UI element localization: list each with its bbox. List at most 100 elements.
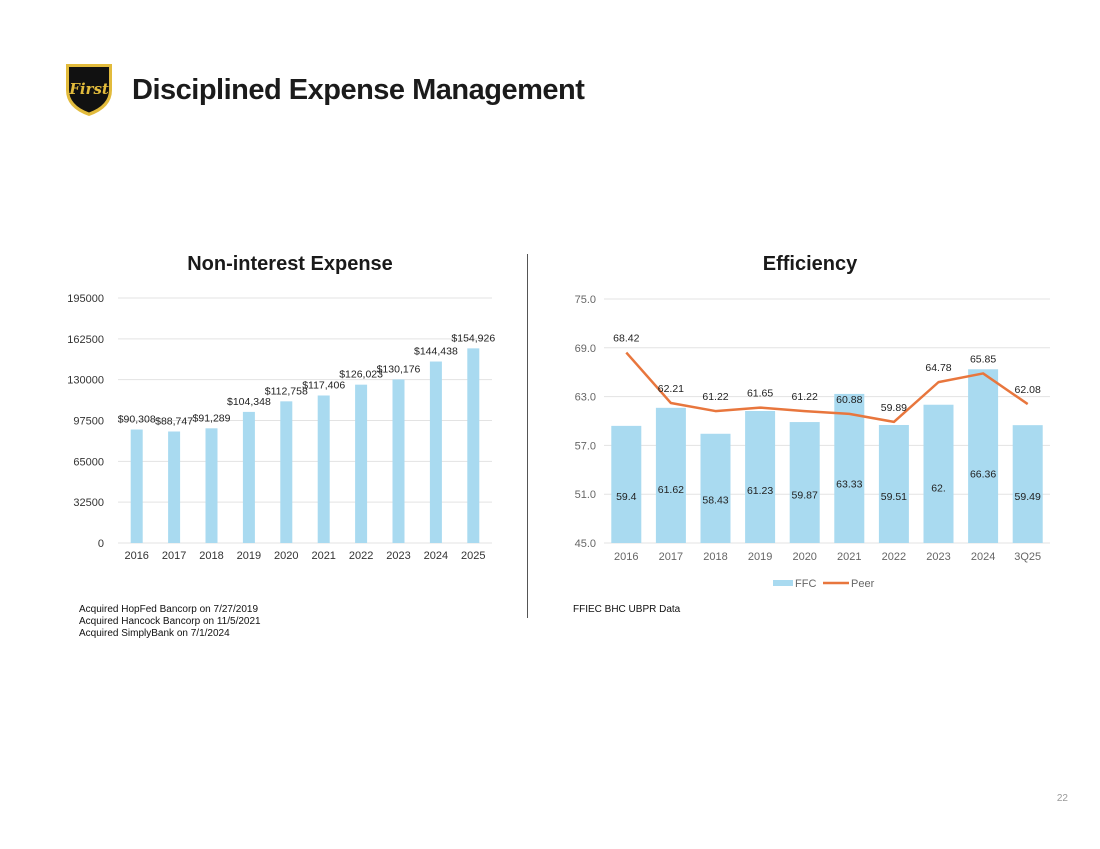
- x-tick-label: 2018: [199, 550, 223, 562]
- y-tick-label: 0: [98, 538, 104, 550]
- peer-data-label: 61.65: [747, 388, 773, 400]
- y-tick-label: 69.0: [575, 343, 596, 355]
- ffc-bar: [1012, 425, 1043, 543]
- ffc-bar: [745, 410, 776, 543]
- legend-label-peer: Peer: [851, 578, 875, 590]
- x-tick-label: 2022: [349, 550, 373, 562]
- expense-bar: [429, 361, 442, 543]
- y-tick-label: 51.0: [575, 489, 596, 501]
- data-label: $104,348: [227, 396, 271, 408]
- expense-bar: [242, 411, 255, 543]
- note-line: Acquired Hancock Bancorp on 11/5/2021: [79, 616, 261, 627]
- x-tick-label: 2018: [703, 551, 727, 563]
- y-tick-label: 45.0: [575, 538, 596, 550]
- chart-divider: [527, 254, 528, 618]
- ffc-bar: [700, 433, 731, 543]
- peer-data-label: 68.42: [613, 333, 639, 345]
- note-line: Acquired HopFed Bancorp on 7/27/2019: [79, 604, 259, 615]
- expense-bar: [467, 348, 480, 543]
- ffc-bar: [611, 425, 642, 543]
- x-tick-label: 2020: [792, 551, 816, 563]
- y-tick-label: 130000: [67, 375, 104, 387]
- y-tick-label: 195000: [67, 293, 104, 305]
- x-tick-label: 2016: [614, 551, 638, 563]
- x-tick-label: 2021: [837, 551, 861, 563]
- y-tick-label: 63.0: [575, 392, 596, 404]
- y-tick-label: 75.0: [575, 294, 596, 306]
- x-tick-label: 2022: [882, 551, 906, 563]
- data-label: $90,308: [118, 414, 156, 426]
- ffc-data-label: 59.4: [616, 491, 637, 503]
- expense-bar: [392, 379, 405, 543]
- y-tick-label: 32500: [73, 497, 104, 509]
- x-tick-label: 2023: [386, 550, 410, 562]
- expense-bar: [168, 431, 181, 543]
- expense-bar: [280, 401, 293, 543]
- page-number: 22: [1056, 793, 1068, 804]
- data-label: $117,406: [302, 379, 345, 391]
- ffc-data-label: 61.23: [747, 485, 773, 497]
- x-tick-label: 2019: [237, 550, 261, 562]
- peer-data-label: 60.88: [836, 394, 862, 406]
- note-line: Acquired SimplyBank on 7/1/2024: [79, 628, 230, 639]
- x-tick-label: 2021: [311, 550, 335, 562]
- ffc-data-label: 58.43: [702, 494, 728, 506]
- x-tick-label: 2019: [748, 551, 772, 563]
- peer-data-label: 62.08: [1015, 384, 1041, 396]
- data-label: $154,926: [451, 332, 495, 344]
- ffc-bar: [789, 422, 820, 543]
- peer-data-label: 61.22: [792, 391, 818, 403]
- y-tick-label: 97500: [73, 416, 104, 428]
- legend-label-ffc: FFC: [795, 578, 816, 590]
- data-label: $144,438: [414, 346, 458, 358]
- logo-text: First: [68, 80, 109, 98]
- peer-data-label: 64.78: [925, 362, 951, 374]
- chart-title-efficiency: Efficiency: [762, 253, 858, 275]
- data-label: $130,176: [377, 363, 421, 375]
- expense-bar: [130, 429, 143, 543]
- expense-bar: [205, 428, 218, 543]
- page-title: Disciplined Expense Management: [132, 74, 585, 106]
- chart-title-expense: Non-interest Expense: [187, 253, 393, 275]
- legend-swatch-ffc: [773, 580, 793, 586]
- expense-bar: [317, 395, 330, 543]
- x-tick-label: 2024: [424, 550, 448, 562]
- y-tick-label: 65000: [73, 456, 104, 468]
- x-tick-label: 3Q25: [1014, 551, 1041, 563]
- ffc-data-label: 63.33: [836, 478, 862, 490]
- ffc-data-label: 61.62: [658, 484, 684, 496]
- ffc-data-label: 59.51: [881, 491, 907, 503]
- x-tick-label: 2024: [971, 551, 995, 563]
- ffc-data-label: 59.87: [792, 490, 818, 502]
- data-source-note: FFIEC BHC UBPR Data: [573, 604, 681, 615]
- acquisition-notes: Acquired HopFed Bancorp on 7/27/2019 Acq…: [79, 604, 261, 640]
- peer-data-label: 59.89: [881, 402, 907, 414]
- expense-bar: [355, 384, 368, 543]
- x-tick-label: 2017: [659, 551, 683, 563]
- x-tick-label: 2016: [124, 550, 148, 562]
- x-tick-label: 2020: [274, 550, 298, 562]
- ffc-bar: [834, 393, 865, 543]
- peer-data-label: 65.85: [970, 353, 996, 365]
- x-tick-label: 2017: [162, 550, 186, 562]
- ffc-bar: [655, 407, 686, 543]
- peer-line: [625, 351, 1029, 424]
- data-label: $88,747: [155, 415, 193, 427]
- peer-data-label: 61.22: [702, 391, 728, 403]
- data-label: $126,023: [339, 369, 383, 381]
- data-label: $91,289: [193, 412, 231, 424]
- y-tick-label: 57.0: [575, 440, 596, 452]
- data-label: $112,758: [265, 385, 308, 397]
- ffc-bar: [968, 369, 999, 543]
- y-tick-label: 162500: [67, 334, 104, 346]
- ffc-bar: [878, 424, 909, 543]
- peer-data-label: 62.21: [658, 383, 684, 395]
- x-tick-label: 2023: [926, 551, 950, 563]
- ffc-data-label: 62.: [931, 483, 946, 495]
- ffc-data-label: 59.49: [1015, 491, 1041, 503]
- x-tick-label: 2025: [461, 550, 485, 562]
- ffc-data-label: 66.36: [970, 469, 996, 481]
- logo-shield-inner: [69, 67, 109, 113]
- company-logo: First: [66, 64, 112, 116]
